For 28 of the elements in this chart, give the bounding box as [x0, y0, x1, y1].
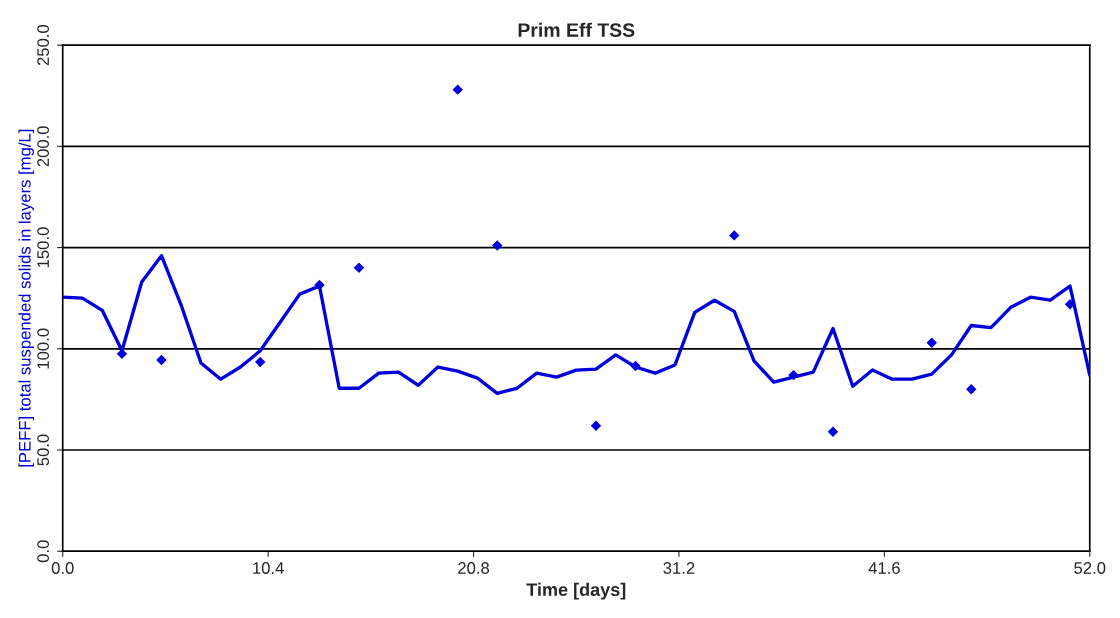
y-tick-label: 250.0: [37, 24, 50, 66]
x-tick-label: 10.4: [253, 562, 284, 574]
point: [788, 369, 799, 381]
line-series: [62, 254, 1090, 396]
x-tick-label: 31.2: [663, 562, 695, 574]
point: [590, 420, 602, 431]
x-axis-title: Time [days]: [526, 582, 626, 600]
y-tick-label: 100.0: [37, 328, 50, 369]
x-tick-label: 0.0: [51, 562, 74, 574]
x-tick-label: 41.6: [868, 562, 900, 574]
point: [827, 426, 839, 437]
point: [314, 279, 325, 291]
chart-title: Prim Eff TSS: [518, 22, 635, 37]
x-tick-label: 20.8: [458, 562, 490, 574]
y-tick-label: 150.0: [37, 227, 50, 268]
x-tick-label: 52.0: [1074, 562, 1106, 574]
point: [156, 354, 167, 366]
point: [966, 384, 977, 395]
point: [255, 356, 266, 368]
point: [353, 262, 365, 274]
y-axis-title: [PEFF] total suspended solids in layers [mg/L]: [18, 129, 34, 467]
point: [452, 84, 463, 95]
point: [492, 240, 503, 251]
point: [630, 360, 641, 372]
point: [926, 337, 937, 348]
y-tick-label: 50.0: [37, 434, 50, 466]
point: [729, 230, 740, 241]
y-tick-label: 200.0: [37, 126, 50, 167]
